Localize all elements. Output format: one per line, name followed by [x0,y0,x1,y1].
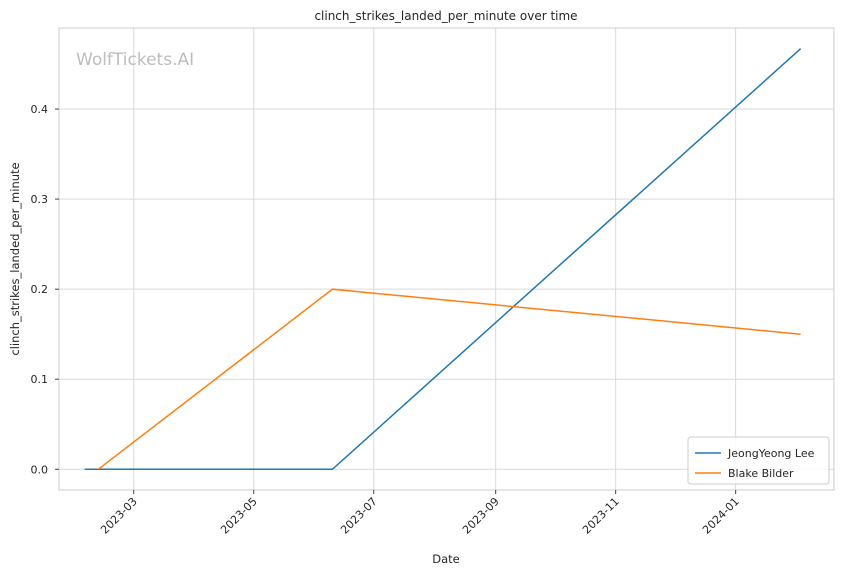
watermark: WolfTickets.AI [76,50,194,70]
y-axis-ticks: 0.0 0.1 0.2 0.3 0.4 [31,103,59,476]
legend: JeongYeong Lee Blake Bilder [687,436,830,485]
series-line-jeongyeong-lee [84,48,802,471]
y-tick-label: 0.0 [31,463,49,476]
x-tick-label: 2023-09 [460,495,502,537]
y-tick-label: 0.4 [31,103,49,116]
y-tick-label: 0.2 [31,283,49,296]
x-tick-label: 2023-03 [98,495,140,537]
legend-label-blake-bilder: Blake Bilder [728,467,794,480]
x-axis-title: Date [432,552,460,566]
y-axis-title: clinch_strikes_landed_per_minute [8,162,22,355]
y-tick-label: 0.3 [31,193,49,206]
grid [59,28,834,490]
plot-frame [58,27,835,491]
y-tick-label: 0.1 [31,373,49,386]
x-tick-label: 2023-11 [580,495,622,537]
series-lines [84,48,802,471]
chart-title: clinch_strikes_landed_per_minute over ti… [314,9,577,23]
x-axis-ticks: 2023-03 2023-05 2023-07 2023-09 2023-11 2024-… [98,490,742,537]
legend-label-jeongyeong-lee: JeongYeong Lee [727,447,815,460]
x-tick-label: 2023-07 [338,495,380,537]
legend-frame [687,436,830,485]
x-tick-label: 2024-01 [700,495,742,537]
series-line-blake-bilder [97,288,801,470]
x-tick-label: 2023-05 [218,495,260,537]
